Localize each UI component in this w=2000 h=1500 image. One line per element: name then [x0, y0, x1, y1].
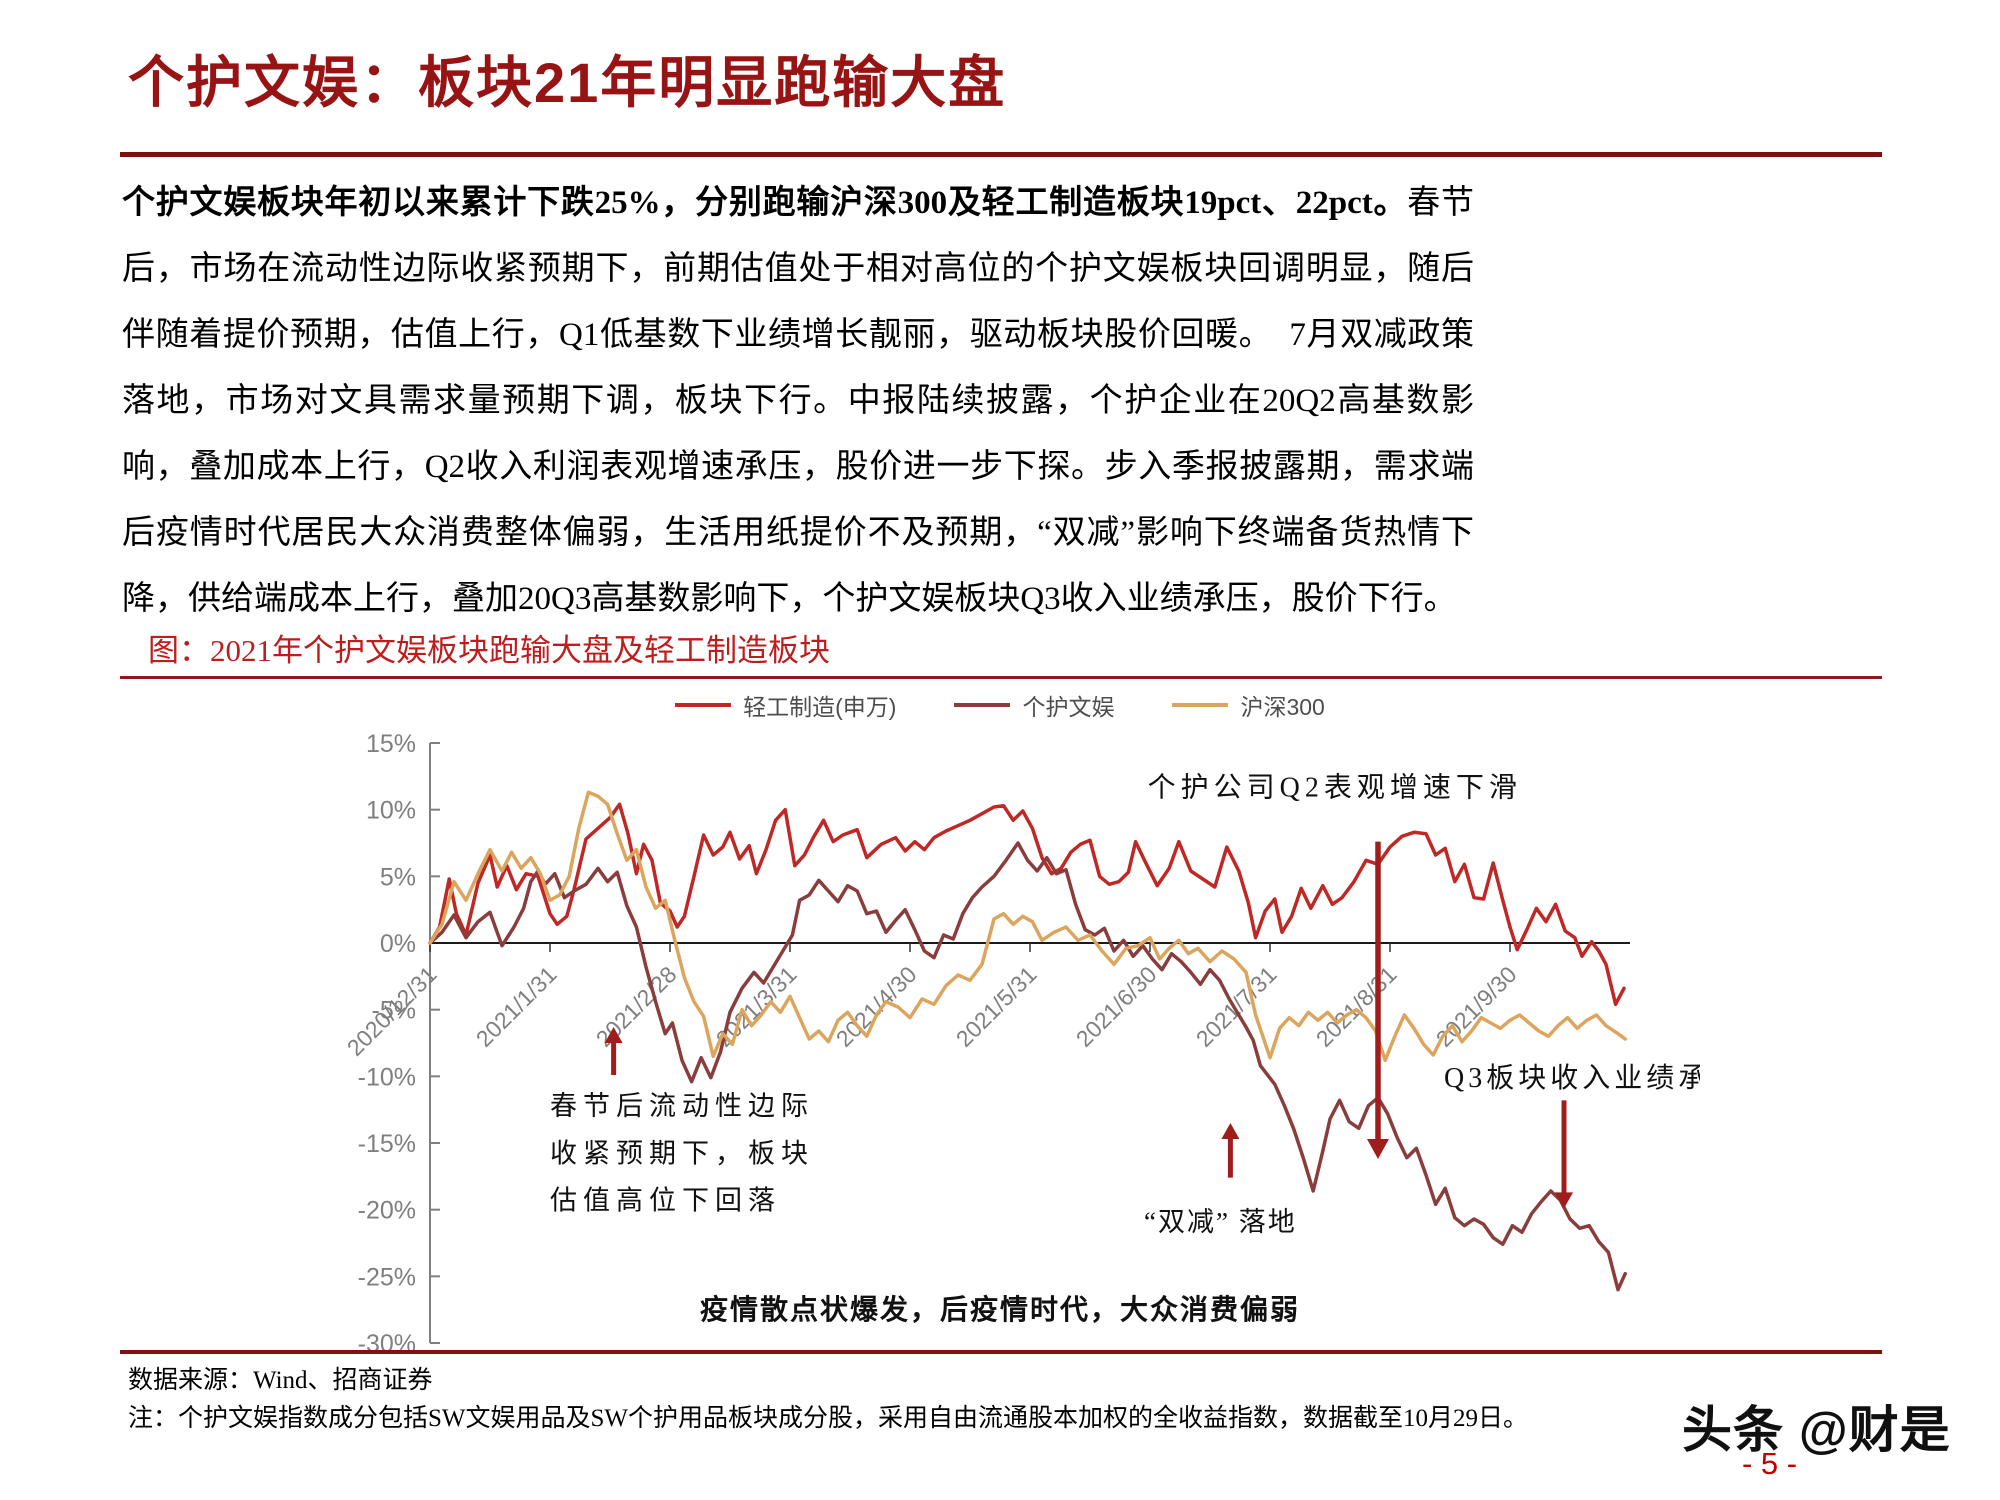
y-axis-label: 15% — [366, 730, 416, 758]
x-axis-label: 2021/6/30 — [1071, 961, 1162, 1052]
spring-note-text: 春节后流动性边际 — [550, 1091, 814, 1121]
caption-divider — [120, 676, 1882, 679]
page-title: 个护文娱：板块21年明显跑输大盘 — [128, 51, 1007, 114]
y-axis-label: -15% — [358, 1130, 416, 1158]
legend-item-2: 沪深300 — [1172, 688, 1325, 722]
page-number: - 5 - — [1742, 1446, 1798, 1481]
x-axis-label: 2021/4/30 — [831, 961, 922, 1052]
x-axis-label: 2021/8/31 — [1311, 961, 1402, 1052]
x-axis-label: 2020/12/31 — [342, 961, 442, 1061]
spring-note-text: 收紧预期下，板块 — [550, 1138, 814, 1168]
q2-arrow-head — [1367, 1138, 1389, 1159]
q2-note-text: 个护公司Q2表观增速下滑 — [1148, 771, 1522, 803]
legend-item-1: 个护文娱 — [954, 688, 1114, 722]
title-divider — [120, 152, 1882, 157]
legend-item-0: 轻工制造(申万) — [675, 688, 896, 722]
watermark-logo: 头条 @财是 — [1682, 1402, 1951, 1458]
body-paragraph: 个护文娱板块年初以来累计下跌25%，分别跑输沪深300及轻工制造板块19pct、… — [122, 170, 1474, 632]
y-axis-label: -5% — [372, 997, 416, 1025]
footer-divider — [120, 1350, 1882, 1354]
body-rest-text: 春节后，市场在流动性边际收紧预期下，前期估值处于相对高位的个护文娱板块回调明显，… — [122, 185, 1475, 617]
y-axis-label: -20% — [358, 1197, 416, 1225]
legend-swatch-icon — [1172, 703, 1229, 707]
q3-note-text: Q3板块收入业绩承压 — [1444, 1062, 1700, 1094]
y-axis-label: 5% — [380, 863, 416, 891]
x-axis-label: 2021/7/31 — [1191, 961, 1282, 1052]
footnote: 注：个护文娱指数成分包括SW文娱用品及SW个护用品板块成分股，采用自由流通股本加… — [128, 1405, 1529, 1432]
x-axis-label: 2021/5/31 — [951, 961, 1042, 1052]
performance-line-chart: 15%10%5%0%-5%-10%-15%-20%-25%-30%2020/12… — [342, 730, 1700, 1358]
shuangjian-note-text: “双减” 落地 — [1144, 1207, 1297, 1237]
legend-label: 沪深300 — [1240, 694, 1325, 720]
y-axis-label: 0% — [380, 930, 416, 958]
legend-label: 轻工制造(申万) — [743, 694, 897, 720]
series-line-2 — [428, 790, 1627, 1063]
legend-label: 个护文娱 — [1022, 694, 1115, 720]
legend-swatch-icon — [954, 703, 1011, 707]
q3-arrow-head — [1555, 1192, 1573, 1209]
chart-legend: 轻工制造(申万) 个护文娱 沪深300 — [400, 688, 1600, 722]
x-axis-label: 2021/1/31 — [471, 961, 562, 1052]
yiqing-note-text: 疫情散点状爆发，后疫情时代，大众消费偏弱 — [700, 1293, 1300, 1326]
y-axis-label: -25% — [358, 1263, 416, 1291]
shuangjian-arrow-head — [1221, 1122, 1240, 1139]
body-lead-sentence: 个护文娱板块年初以来累计下跌25%，分别跑输沪深300及轻工制造板块19pct、… — [122, 185, 1408, 221]
figure-caption: 图：2021年个护文娱板块跑输大盘及轻工制造板块 — [148, 633, 830, 668]
x-axis-label: 2021/2/28 — [591, 961, 682, 1052]
y-axis-label: 10% — [366, 797, 416, 825]
series-line-1 — [428, 841, 1627, 1292]
spring-arrow-head — [604, 1026, 623, 1043]
data-source-note: 数据来源：Wind、招商证券 — [128, 1367, 433, 1394]
legend-swatch-icon — [675, 703, 732, 707]
spring-note-text: 估值高位下回落 — [550, 1186, 781, 1216]
series-line-0 — [428, 802, 1626, 1007]
y-axis-label: -10% — [358, 1063, 416, 1091]
x-axis-label: 2021/9/30 — [1431, 961, 1522, 1052]
